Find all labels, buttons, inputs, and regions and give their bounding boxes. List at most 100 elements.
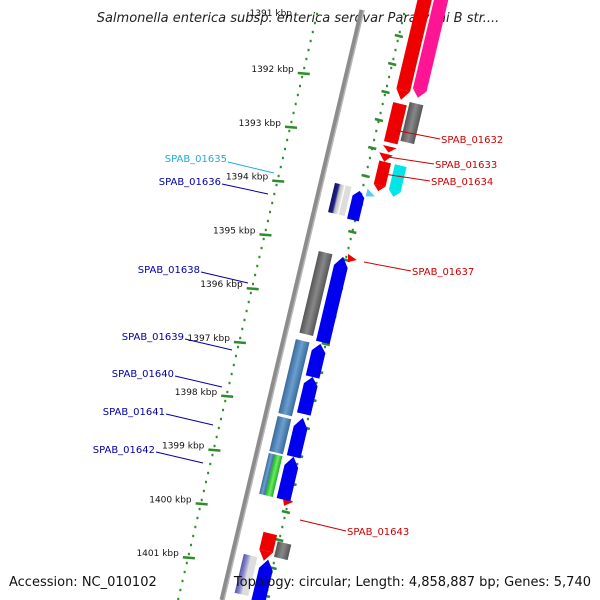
- track-dot: [403, 12, 406, 16]
- gene-feature-spab-01636-light: [338, 185, 352, 217]
- track-dot: [366, 165, 369, 169]
- track-dot: [375, 129, 378, 133]
- genome-backbone-highlight: [223, 9, 365, 600]
- gene-label-spab-01638[interactable]: SPAB_01638: [138, 265, 200, 276]
- track-dot: [181, 579, 184, 583]
- gene-label-spab-01642[interactable]: SPAB_01642: [93, 445, 155, 456]
- track-dot: [243, 318, 246, 322]
- track-dot: [379, 111, 382, 115]
- track-dot: [279, 165, 282, 169]
- gene-arrow-spab-01638[interactable]: [316, 255, 350, 345]
- gene-feature-spab-01636-navy[interactable]: [328, 182, 345, 215]
- track-dot: [303, 66, 306, 70]
- gene-feature-bottom-gray[interactable]: [273, 541, 292, 561]
- gene-arrow-spab-01640[interactable]: [296, 375, 319, 416]
- ruler-tick: [284, 125, 298, 130]
- gene-feature-magenta-top[interactable]: [412, 0, 450, 92]
- track-dot: [260, 246, 263, 250]
- gene-label-spab-01634[interactable]: SPAB_01634: [431, 177, 493, 188]
- gene-label-spab-01640[interactable]: SPAB_01640: [112, 369, 174, 380]
- track-dot: [345, 255, 348, 259]
- track-dot: [234, 354, 237, 358]
- track-tick: [367, 145, 377, 151]
- track-dot: [217, 426, 220, 430]
- gene-feature-spab-01642-green[interactable]: [264, 454, 283, 498]
- track-dot: [258, 255, 261, 259]
- ruler-tick: [259, 233, 272, 237]
- track-dot: [241, 327, 244, 331]
- track-tick: [281, 509, 291, 515]
- track-dot: [307, 48, 310, 52]
- gene-label-spab-01636[interactable]: SPAB_01636: [159, 177, 221, 188]
- track-tick: [374, 117, 384, 123]
- gene-arrowhead-magenta: [412, 88, 427, 98]
- track-dot: [196, 516, 199, 520]
- track-dot: [256, 264, 259, 268]
- callout-line-spab-01643: [299, 519, 347, 532]
- callout-line-spab-01635: [227, 161, 275, 174]
- gene-arrow-spab-01635[interactable]: [365, 188, 377, 199]
- track-dot: [222, 408, 225, 412]
- track-dot: [211, 453, 214, 457]
- ruler-label: 1393 kbp: [239, 119, 282, 129]
- gene-arrow-spab-01636[interactable]: [347, 189, 366, 222]
- track-tick: [348, 229, 357, 235]
- callout-line-spab-01642: [155, 451, 204, 464]
- gene-arrowhead-red: [396, 88, 411, 100]
- ruler-tick: [195, 502, 208, 506]
- track-dot: [311, 30, 314, 34]
- gene-arrow-bottom-blue[interactable]: [249, 558, 275, 600]
- gene-feature-spab-01639-steel[interactable]: [278, 339, 310, 417]
- gene-label-spab-01639[interactable]: SPAB_01639: [122, 332, 184, 343]
- gene-feature-spab-01641-steel[interactable]: [269, 415, 292, 455]
- track-dot: [315, 381, 318, 385]
- track-tick: [321, 341, 331, 347]
- gene-feature-bottom-red[interactable]: [259, 531, 278, 553]
- gene-label-spab-01632[interactable]: SPAB_01632: [441, 135, 503, 146]
- gene-feature-spab-01642-steel: [259, 452, 275, 496]
- track-dot: [277, 174, 280, 178]
- gene-arrow-spab-01633[interactable]: [382, 144, 397, 154]
- track-dot: [398, 30, 401, 34]
- track-tick: [381, 89, 390, 95]
- gene-feature-red-top[interactable]: [396, 0, 434, 92]
- gene-arrow-spab-01642[interactable]: [276, 455, 301, 502]
- gene-feature-spab-01632-gray[interactable]: [400, 101, 424, 145]
- track-dot: [183, 570, 186, 574]
- ruler-label-partial: 1391 kbp: [250, 9, 293, 19]
- track-dot: [279, 534, 282, 538]
- track-dot: [362, 183, 365, 187]
- gene-feature-spab-01634-red[interactable]: [373, 160, 392, 187]
- gene-label-spab-01635[interactable]: SPAB_01635: [165, 154, 227, 165]
- track-dot: [298, 84, 301, 88]
- gene-label-spab-01643[interactable]: SPAB_01643: [347, 527, 409, 538]
- gene-arrow-spab-01641[interactable]: [286, 416, 310, 459]
- track-dot: [272, 561, 275, 565]
- ruler-label: 1398 kbp: [175, 388, 218, 398]
- gene-feature-bottom-purple[interactable]: [234, 553, 252, 595]
- gene-feature-spab-01634-cyan[interactable]: [388, 164, 407, 193]
- gene-arrowhead-spab-01634: [373, 183, 386, 192]
- gene-label-spab-01633[interactable]: SPAB_01633: [435, 160, 497, 171]
- gene-arrow-spab-01639[interactable]: [305, 342, 327, 379]
- track-dot: [290, 120, 293, 124]
- gene-feature-spab-01638-gray[interactable]: [299, 251, 333, 336]
- track-tick: [387, 61, 397, 67]
- track-dot: [266, 219, 269, 223]
- gene-arrow-spab-01637[interactable]: [346, 253, 358, 264]
- gene-label-spab-01641[interactable]: SPAB_01641: [103, 407, 165, 418]
- track-dot: [224, 399, 227, 403]
- gene-label-spab-01637[interactable]: SPAB_01637: [412, 267, 474, 278]
- track-dot: [305, 57, 308, 61]
- track-dot: [249, 291, 252, 295]
- track-dot: [202, 489, 205, 493]
- track-dot: [177, 597, 180, 600]
- gene-feature-spab-01632-red[interactable]: [383, 102, 407, 145]
- topology-text: Topology: circular; Length: 4,858,887 bp…: [233, 575, 591, 590]
- track-dot: [226, 390, 229, 394]
- track-dot: [232, 363, 235, 367]
- left-dotted-track: [177, 12, 319, 600]
- track-dot: [353, 219, 356, 223]
- ruler-label: 1396 kbp: [200, 280, 243, 290]
